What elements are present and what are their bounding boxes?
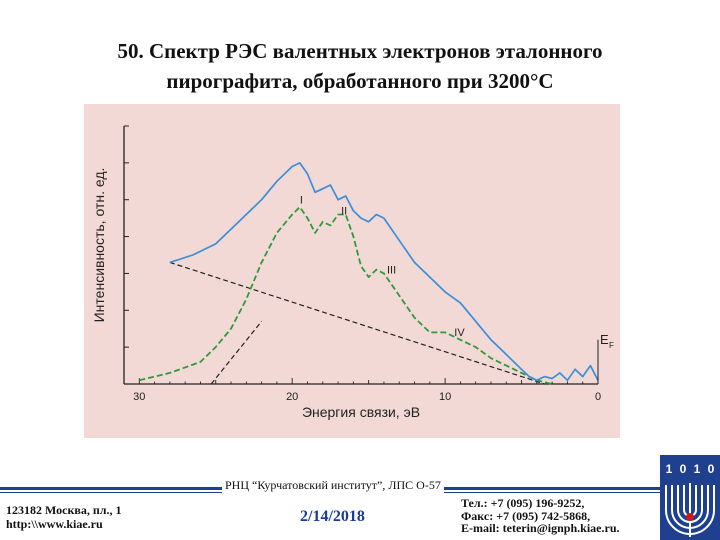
peak-label: II — [341, 205, 347, 217]
fax-text: Факс: +7 (095) 742-5868, — [461, 508, 591, 523]
peak-label: III — [387, 264, 396, 276]
peak-label: IV — [454, 327, 465, 339]
chart-labels: 30 20 10 0 Энергия связи, эВ Интенсивность, о… — [91, 168, 614, 420]
fermi-level-label: E — [600, 332, 609, 347]
logo-red-dot — [686, 513, 694, 521]
address-block: 123182 Москва, пл., 1 http:\\www.kiae.ru — [6, 503, 122, 531]
spectrum-chart: 30 20 10 0 Энергия связи, эВ Интенсивность, о… — [84, 104, 620, 438]
x-tick-label: 30 — [133, 391, 145, 403]
y-axis-label: Интенсивность, отн. ед. — [91, 168, 107, 323]
logo-digit: 1 — [666, 462, 673, 476]
phone-text: Тел.: +7 (095) 196-9252, — [461, 496, 585, 510]
logo-digit: 1 — [694, 462, 701, 476]
slide-title-line-1: 50. Спектр РЭС валентных электронов этал… — [117, 39, 603, 63]
logo-digit: 0 — [708, 462, 715, 476]
website-link[interactable]: http:\\www.kiae.ru — [6, 517, 103, 531]
logo-digit: 0 — [680, 462, 687, 476]
data-lines — [139, 162, 599, 385]
component-curve — [139, 206, 553, 385]
x-tick-label: 20 — [286, 391, 298, 403]
x-tick-label: 0 — [595, 391, 601, 403]
total-spectrum-curve — [169, 162, 599, 382]
peak-label: I — [300, 194, 303, 206]
x-tick-label: 10 — [439, 391, 451, 403]
address-line: 123182 Москва, пл., 1 — [6, 503, 122, 517]
plot-background — [84, 104, 620, 438]
slide-title-line-2: пирографита, обработанного при 3200°С — [166, 69, 554, 93]
slide-date: 2/14/2018 — [300, 508, 365, 525]
contacts-block: Тел.: +7 (095) 196-9252, Факс: +7 (095) … — [461, 497, 620, 535]
x-axis-label: Энергия связи, эВ — [302, 404, 420, 420]
logo-emblem — [665, 483, 715, 537]
organization-text: РНЦ “Курчатовский институт”, ЛПС О-57 — [222, 478, 444, 493]
background-line — [169, 261, 545, 385]
axes — [123, 125, 599, 385]
email-link[interactable]: E-mail: teterin@ignph.kiae.ru. — [461, 521, 620, 535]
background-line — [210, 320, 263, 385]
fermi-level-subscript: F — [609, 341, 614, 350]
slide-title: 50. Спектр РЭС валентных электронов этал… — [40, 36, 680, 96]
